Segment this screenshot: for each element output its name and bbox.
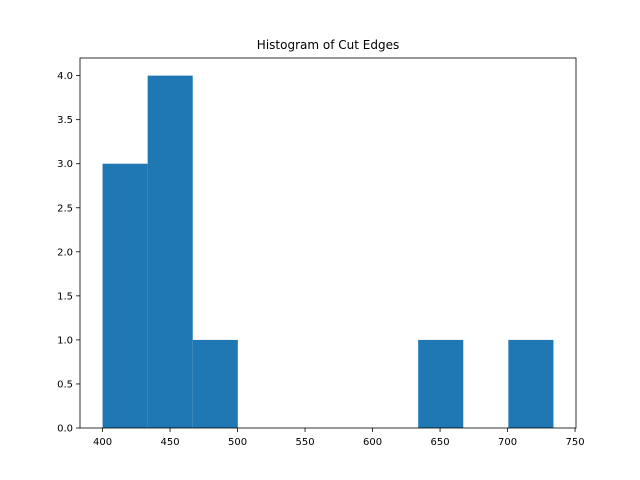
- x-tick-label: 700: [498, 437, 517, 448]
- y-tick-label: 1.5: [57, 291, 73, 302]
- x-tick-label: 550: [296, 437, 315, 448]
- histogram-bar: [508, 339, 554, 428]
- histogram-bar: [192, 339, 238, 428]
- y-tick-label: 0.5: [57, 379, 73, 390]
- x-axis: 400 450 500 550 600 650 700 750: [93, 428, 585, 448]
- y-tick-label: 2.5: [57, 203, 73, 214]
- histogram-bar: [418, 339, 464, 428]
- x-tick-label: 750: [566, 437, 585, 448]
- x-tick-label: 650: [431, 437, 450, 448]
- chart-title: Histogram of Cut Edges: [257, 38, 399, 52]
- y-tick-label: 1.0: [57, 335, 73, 346]
- x-tick-label: 450: [160, 437, 179, 448]
- y-tick-label: 3.0: [57, 159, 73, 170]
- y-tick-label: 2.0: [57, 247, 73, 258]
- x-tick-label: 500: [228, 437, 247, 448]
- y-tick-label: 3.5: [57, 115, 73, 126]
- x-tick-label: 600: [363, 437, 382, 448]
- bars-group: [102, 75, 554, 428]
- plot-frame: [79, 57, 577, 429]
- y-tick-label: 0.0: [57, 424, 73, 435]
- y-axis: 0.0 0.5 1.0 1.5 2.0 2.5 3.0 3.5 4.0: [57, 71, 80, 435]
- histogram-bar: [102, 163, 148, 428]
- histogram-bar: [147, 75, 193, 428]
- x-tick-label: 400: [93, 437, 112, 448]
- y-tick-label: 4.0: [57, 71, 73, 82]
